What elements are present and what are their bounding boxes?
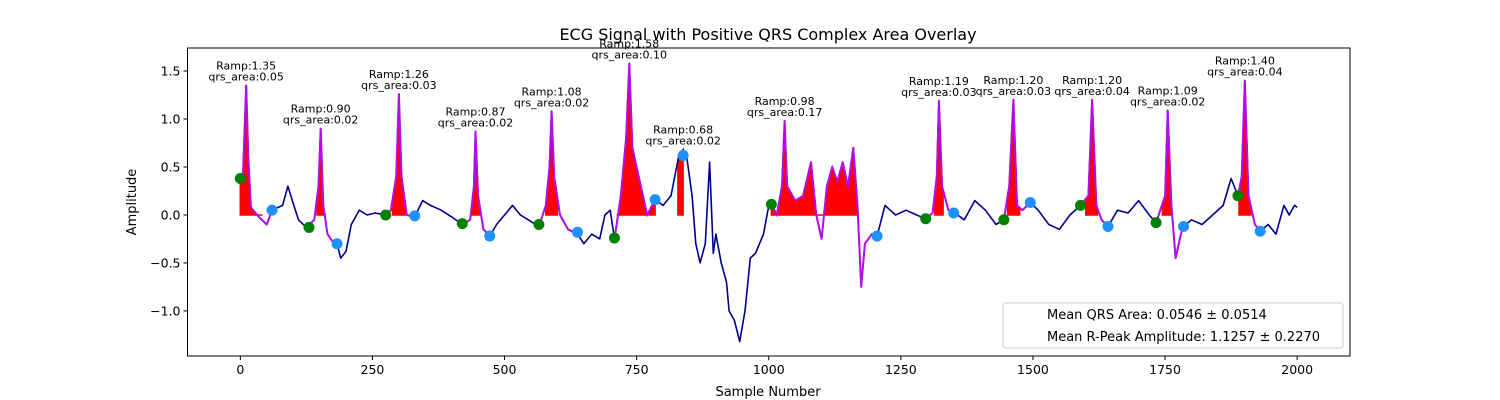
annotation-ramp-0: Ramp:1.35: [216, 59, 276, 72]
annotation-qrs-area-6: qrs_area:0.02: [645, 135, 720, 148]
qrs-onset-marker-8: [998, 214, 1010, 226]
qrs-onset-marker-2: [380, 209, 392, 221]
x-tick-label-7: 1750: [1149, 362, 1181, 377]
qrs-offset-marker-12: [1254, 225, 1266, 237]
y-tick-label-4: 1.0: [161, 112, 181, 127]
x-tick-label-6: 1500: [1017, 362, 1049, 377]
annotation-qrs-area-10: qrs_area:0.04: [1054, 85, 1129, 98]
annotation-qrs-area-12: qrs_area:0.04: [1207, 66, 1282, 79]
y-tick-label-5: 1.5: [161, 64, 181, 79]
qrs-offset-marker-4: [571, 226, 583, 238]
y-tick-label-2: 0.0: [161, 207, 181, 222]
qrs-onset-marker-11: [1232, 190, 1244, 202]
legend: Mean QRS Area: 0.0546 ± 0.0514 Mean R-Pe…: [1002, 302, 1344, 349]
annotation-qrs-area-3: qrs_area:0.02: [438, 116, 513, 129]
qrs-onset-marker-10: [1150, 217, 1162, 229]
annotation-qrs-area-7: qrs_area:0.17: [747, 106, 822, 119]
qrs-segment-5: [613, 62, 656, 240]
qrs-segment-9: [1079, 98, 1109, 228]
qrs-onset-marker-5: [608, 232, 620, 244]
annotation-ramp-10: Ramp:1.20: [1062, 74, 1122, 87]
y-axis-ticks: −1.0 −0.5 0.0 0.5 1.0 1.5: [150, 64, 188, 318]
annotation-qrs-area-11: qrs_area:0.02: [1130, 95, 1205, 108]
qrs-onset-marker-7: [920, 213, 932, 225]
y-axis-label: Amplitude: [125, 169, 140, 236]
annotation-ramp-5: Ramp:1.58: [599, 37, 659, 50]
x-tick-label-3: 750: [625, 362, 649, 377]
x-tick-label-0: 0: [236, 362, 244, 377]
qrs-onset-marker-3: [456, 218, 468, 230]
x-tick-label-1: 250: [361, 362, 385, 377]
annotation-ramp-12: Ramp:1.40: [1215, 55, 1275, 68]
annotation-ramp-2: Ramp:1.26: [369, 68, 429, 81]
qrs-segment-8: [1002, 98, 1031, 220]
x-axis-ticks: 0 250 500 750 1000 1250 1500 1750 2000: [236, 356, 1313, 377]
qrs-offset-marker-0: [266, 204, 278, 216]
qrs-offset-marker-7: [871, 230, 883, 242]
qrs-offset-marker-1: [331, 238, 343, 250]
legend-box: [1002, 302, 1344, 349]
annotation-ramp-7: Ramp:0.98: [755, 95, 815, 108]
x-tick-label-5: 1250: [885, 362, 917, 377]
annotation-qrs-area-8: qrs_area:0.03: [901, 86, 976, 99]
qrs-offset-marker-3: [484, 230, 496, 242]
qrs-offset-marker-5: [649, 194, 661, 206]
annotation-qrs-area-2: qrs_area:0.03: [361, 79, 436, 92]
annotation-ramp-6: Ramp:0.68: [653, 124, 713, 137]
x-axis-label: Sample Number: [715, 385, 821, 400]
qrs-onset-marker-9: [1075, 199, 1087, 211]
chart-title: ECG Signal with Positive QRS Complex Are…: [559, 25, 976, 44]
y-tick-label-3: 0.5: [161, 159, 181, 174]
y-tick-label-1: −0.5: [150, 255, 180, 270]
annotation-qrs-area-0: qrs_area:0.05: [208, 70, 283, 83]
qrs-offset-marker-2: [409, 210, 421, 222]
qrs-segment-6: [770, 119, 878, 288]
annotation-ramp-11: Ramp:1.09: [1138, 84, 1198, 97]
annotation-ramp-8: Ramp:1.19: [909, 75, 969, 88]
qrs-segment-2: [385, 93, 415, 218]
annotation-ramp-4: Ramp:1.08: [522, 85, 582, 98]
qrs-segment-1: [305, 127, 338, 245]
annotation-qrs-area-1: qrs_area:0.02: [283, 114, 358, 127]
qrs-offset-marker-10: [1102, 220, 1114, 232]
y-tick-label-0: −1.0: [150, 303, 180, 318]
qrs-offset-marker-8: [948, 207, 960, 219]
plot-area: Ramp:1.35qrs_area:0.05Ramp:0.90qrs_area:…: [208, 37, 1298, 343]
qrs-segment-3: [461, 130, 491, 237]
qrs-onset-marker-1: [303, 221, 315, 233]
qrs-onset-marker-0: [234, 172, 246, 184]
qrs-segment-10: [1155, 109, 1185, 260]
x-tick-label-2: 500: [493, 362, 517, 377]
qrs-offset-marker-6: [677, 149, 689, 161]
legend-entry-r-peak: Mean R-Peak Amplitude: 1.1257 ± 0.2270: [1047, 330, 1320, 345]
qrs-onset-marker-6: [765, 198, 777, 210]
legend-entry-qrs-area: Mean QRS Area: 0.0546 ± 0.0514: [1047, 308, 1267, 323]
qrs-segment-4: [537, 110, 578, 235]
x-tick-label-8: 2000: [1281, 362, 1313, 377]
annotation-ramp-9: Ramp:1.20: [983, 74, 1043, 87]
annotation-qrs-area-4: qrs_area:0.02: [514, 96, 589, 109]
annotation-ramp-3: Ramp:0.87: [445, 105, 505, 118]
annotation-ramp-1: Ramp:0.90: [291, 103, 351, 116]
qrs-segment-0: [239, 84, 273, 226]
qrs-segment-11: [1237, 79, 1261, 232]
qrs-offset-marker-9: [1024, 196, 1036, 208]
annotation-qrs-area-5: qrs_area:0.10: [592, 48, 667, 61]
qrs-segment-7: [925, 99, 955, 220]
qrs-onset-marker-4: [533, 219, 545, 231]
x-tick-label-4: 1000: [753, 362, 785, 377]
annotation-qrs-area-9: qrs_area:0.03: [976, 85, 1051, 98]
qrs-offset-marker-11: [1178, 220, 1190, 232]
